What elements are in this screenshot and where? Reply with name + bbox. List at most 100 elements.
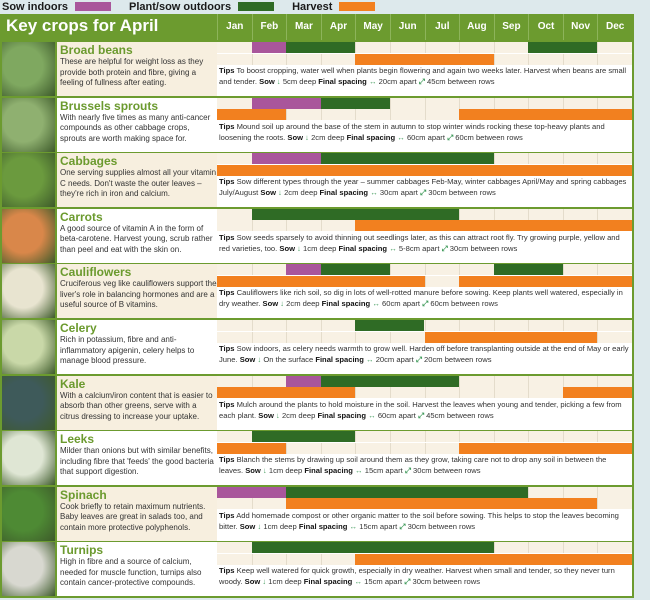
down-arrow-icon: ↓ xyxy=(276,77,281,86)
harvest-bar xyxy=(355,553,632,565)
final-spacing-label: Final spacing xyxy=(304,466,353,476)
month-divider xyxy=(320,442,322,454)
tip-text: Mound soil up around the base of the ste… xyxy=(219,121,605,142)
month-divider xyxy=(286,331,288,343)
plant-outdoors-bar xyxy=(320,375,460,387)
month-divider xyxy=(528,208,530,220)
month-divider xyxy=(562,542,564,554)
spacing-apart: 20cm apart xyxy=(378,77,417,86)
month-divider xyxy=(459,431,461,443)
harvest-bar xyxy=(355,220,632,232)
down-arrow-icon: ↓ xyxy=(262,466,267,476)
crop-description: One serving supplies almost all your vit… xyxy=(60,168,217,199)
final-spacing-label: Final spacing xyxy=(318,77,367,86)
month-divider xyxy=(251,264,253,276)
crop-row-celery: Celery Rich in potassium, fibre and anti-… xyxy=(2,320,632,374)
diagonal-arrow-icon: ⤢ xyxy=(447,132,454,142)
month-divider xyxy=(528,53,530,65)
month-divider xyxy=(459,208,461,220)
cauliflowers-photo xyxy=(2,264,55,319)
month-divider xyxy=(493,431,495,443)
legend-plant-outdoors-label: Plant/sow outdoors xyxy=(129,0,232,13)
crop-description: Cruciferous veg like cauliflowers suppor… xyxy=(60,279,217,310)
month-divider xyxy=(424,264,426,276)
harvest-bar xyxy=(217,442,287,454)
month-divider xyxy=(286,109,288,121)
sow-label: Sow xyxy=(287,132,304,142)
spacing-rows: 30cm between rows xyxy=(449,243,518,253)
schedule-track-bottom xyxy=(217,498,632,510)
spacing-rows: 30cm between rows xyxy=(413,466,481,476)
month-divider xyxy=(528,153,530,165)
tip-text: Add homemade compost or other organic ma… xyxy=(219,510,619,531)
month-divider xyxy=(528,431,530,443)
month-divider xyxy=(597,264,599,276)
month-divider xyxy=(320,553,322,565)
sow-label: Sow xyxy=(239,355,256,364)
crop-info: Leeks Milder than onions but with similar… xyxy=(57,431,217,486)
crop-description: With nearly five times as many anti-canc… xyxy=(60,112,211,143)
crop-schedule: Tips Mulch around the plants to hold moi… xyxy=(217,375,632,430)
plant-outdoors-bar xyxy=(320,97,390,109)
broad-beans-photo xyxy=(2,42,55,96)
spacing-rows: 20cm between rows xyxy=(424,355,492,364)
crop-row-cauliflowers: Cauliflowers Cruciferous veg like caulifl… xyxy=(2,264,632,319)
month-divider xyxy=(562,153,564,165)
final-spacing-label: Final spacing xyxy=(319,188,369,198)
month-divider xyxy=(493,97,495,109)
plant-outdoors-bar xyxy=(251,542,494,554)
month-divider xyxy=(424,97,426,109)
diagonal-arrow-icon: ⤢ xyxy=(404,577,411,587)
schedule-track-top xyxy=(217,542,632,554)
plant-outdoors-bar xyxy=(320,153,494,165)
left-right-arrow-icon: ↔ xyxy=(368,410,376,420)
crop-name: Carrots xyxy=(60,209,103,224)
crop-schedule: Tips To boost cropping, water well when … xyxy=(217,42,632,96)
month-divider xyxy=(355,442,357,454)
crop-calendar-table: Key crops for April Jan Feb Mar Apr May Jun Ju… xyxy=(0,14,634,598)
month-divider xyxy=(251,331,253,343)
crop-description: High in fibre and a source of calcium, n… xyxy=(60,557,202,588)
crop-row-cabbages: Cabbages One serving supplies almost all … xyxy=(2,153,632,208)
legend-sow-indoors-label: Sow indoors xyxy=(2,0,68,13)
month-header-jun: Jun xyxy=(389,14,425,40)
crop-description: A good source of vitamin A in the form o… xyxy=(60,223,213,254)
month-divider xyxy=(459,42,461,53)
crop-schedule: Tips Sow seeds sparsely to avoid thinnin… xyxy=(217,208,632,263)
month-divider xyxy=(493,208,495,220)
left-right-arrow-icon: ↔ xyxy=(349,521,358,531)
harvest-bar xyxy=(217,275,425,287)
schedule-track-bottom xyxy=(217,331,632,343)
crop-schedule: Tips Keep well watered for quick growth,… xyxy=(217,542,632,597)
spacing-apart: 60cm apart xyxy=(377,410,416,420)
month-divider xyxy=(597,153,599,165)
month-divider xyxy=(459,375,461,387)
spacing-apart: 5-8cm apart xyxy=(398,243,440,253)
month-divider xyxy=(251,498,253,510)
month-divider xyxy=(389,42,391,53)
sow-depth: 1cm deep xyxy=(268,466,303,476)
crop-name: Kale xyxy=(60,376,86,391)
diagonal-arrow-icon: ⤢ xyxy=(418,77,425,86)
legend-plant-outdoors-swatch xyxy=(238,2,275,11)
crop-name: Broad beans xyxy=(60,43,133,57)
month-divider xyxy=(562,320,564,331)
tips-label: Tips xyxy=(219,288,235,298)
diagonal-arrow-icon: ⤢ xyxy=(417,410,425,420)
month-header-sep: Sep xyxy=(493,14,529,40)
crop-schedule: Tips Sow different types through the yea… xyxy=(217,153,632,208)
schedule-track-bottom xyxy=(217,387,632,399)
month-divider xyxy=(459,387,461,399)
final-spacing-label: Final spacing xyxy=(298,521,348,531)
crop-info: Celery Rich in potassium, fibre and anti-… xyxy=(57,320,217,374)
crop-info: Turnips High in fibre and a source of cal… xyxy=(57,542,217,597)
down-arrow-icon: ↓ xyxy=(257,521,262,531)
sow-indoors-bar xyxy=(217,486,287,498)
month-divider xyxy=(597,375,599,387)
month-divider xyxy=(286,220,288,232)
legend-sow-indoors-swatch xyxy=(75,2,111,11)
plant-outdoors-bar xyxy=(355,320,425,331)
final-spacing-label: Final spacing xyxy=(338,243,388,253)
left-right-arrow-icon: ↔ xyxy=(372,299,380,309)
month-divider xyxy=(424,275,426,287)
